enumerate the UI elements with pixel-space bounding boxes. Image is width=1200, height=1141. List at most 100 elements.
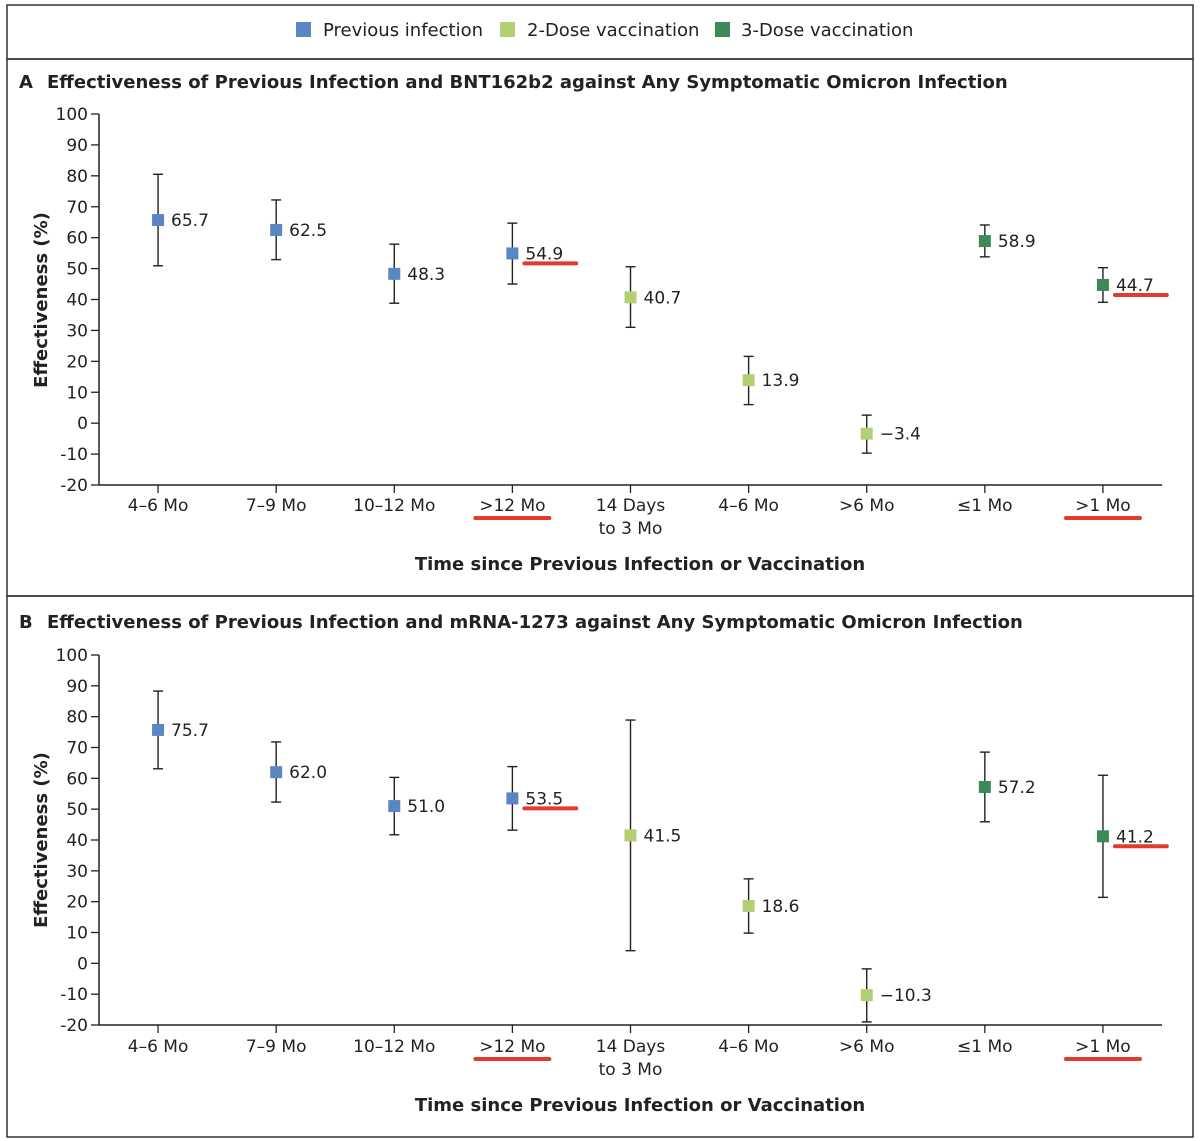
data-value-label: 58.9 (998, 232, 1036, 252)
x-tick-label: 10–12 Mo (353, 1037, 435, 1057)
data-point-marker (152, 723, 165, 736)
panel-b-y-title: Effectiveness (%) (31, 752, 52, 928)
data-value-label: 18.6 (762, 897, 800, 917)
x-tick-label: 4–6 Mo (128, 496, 189, 516)
legend-label-3-dose: 3-Dose vaccination (741, 20, 913, 41)
data-point-marker (1096, 830, 1109, 843)
legend: Previous infection 2-Dose vaccination 3-… (296, 20, 913, 41)
x-tick-label: >12 Mo (479, 1037, 545, 1057)
x-tick-label: 4–6 Mo (718, 1037, 779, 1057)
data-value-label: 54.9 (525, 244, 563, 264)
data-value-label: −10.3 (880, 986, 932, 1006)
y-tick-label: 30 (66, 321, 88, 341)
y-tick-label: 100 (56, 646, 88, 666)
y-tick-label: 70 (66, 198, 88, 218)
panel-b-x-title: Time since Previous Infection or Vaccina… (415, 1095, 865, 1116)
x-tick-label: ≤1 Mo (957, 1037, 1013, 1057)
x-tick-label: 4–6 Mo (718, 496, 779, 516)
data-value-label: 57.2 (998, 778, 1036, 798)
panel-b-letter: B (19, 612, 33, 633)
x-tick-label-line2: to 3 Mo (599, 519, 663, 539)
x-tick-label: >6 Mo (839, 496, 895, 516)
legend-swatch-previous-infection (296, 22, 311, 37)
y-tick-label: -20 (60, 1016, 88, 1036)
data-value-label: 51.0 (407, 797, 445, 817)
data-point-marker (152, 214, 165, 227)
y-tick-label: 80 (66, 167, 88, 187)
data-point-marker (742, 374, 755, 387)
data-value-label: 44.7 (1116, 276, 1154, 296)
legend-swatch-3-dose (715, 22, 730, 37)
data-value-label: 48.3 (407, 265, 445, 285)
legend-swatch-2-dose (500, 22, 515, 37)
x-tick-label: >1 Mo (1075, 496, 1131, 516)
y-tick-label: 90 (66, 677, 88, 697)
y-tick-label: 60 (66, 769, 88, 789)
x-tick-label-line2: to 3 Mo (599, 1060, 663, 1080)
x-tick-label: 7–9 Mo (246, 496, 307, 516)
y-tick-label: 80 (66, 708, 88, 728)
data-value-label: −3.4 (880, 425, 921, 445)
y-tick-label: 50 (66, 800, 88, 820)
y-tick-label: -20 (60, 476, 88, 496)
data-value-label: 75.7 (171, 721, 209, 741)
y-tick-label: 0 (77, 414, 88, 434)
data-point-marker (978, 235, 991, 248)
data-point-marker (506, 247, 519, 260)
x-tick-label: ≤1 Mo (957, 496, 1013, 516)
data-value-label: 65.7 (171, 211, 209, 231)
y-tick-label: 20 (66, 352, 88, 372)
panel-b-title: Effectiveness of Previous Infection and … (47, 612, 1023, 633)
data-point-marker (624, 291, 637, 304)
y-tick-label: 100 (56, 105, 88, 125)
legend-label-2-dose: 2-Dose vaccination (527, 20, 699, 41)
y-tick-label: 10 (66, 924, 88, 944)
y-tick-label: -10 (60, 985, 88, 1005)
y-tick-label: -10 (60, 445, 88, 465)
data-value-label: 62.5 (289, 221, 327, 241)
panel-a-y-title: Effectiveness (%) (31, 212, 52, 388)
x-tick-label: 4–6 Mo (128, 1037, 189, 1057)
data-value-label: 41.2 (1116, 827, 1154, 847)
y-tick-label: 60 (66, 229, 88, 249)
data-point-marker (270, 223, 283, 236)
data-value-label: 62.0 (289, 763, 327, 783)
data-point-marker (742, 899, 755, 912)
data-point-marker (860, 989, 873, 1002)
x-tick-label: 14 Days (596, 1037, 666, 1057)
data-value-label: 40.7 (644, 288, 682, 308)
panel-a-x-title: Time since Previous Infection or Vaccina… (415, 554, 865, 575)
data-point-marker (388, 267, 401, 280)
y-tick-label: 40 (66, 291, 88, 311)
x-tick-label: >12 Mo (479, 496, 545, 516)
y-tick-label: 70 (66, 739, 88, 759)
y-tick-label: 0 (77, 954, 88, 974)
panel-a-title: Effectiveness of Previous Infection and … (47, 72, 1008, 93)
data-point-marker (270, 766, 283, 779)
data-point-marker (1096, 278, 1109, 291)
x-tick-label: 14 Days (596, 496, 666, 516)
y-tick-label: 10 (66, 383, 88, 403)
data-point-marker (624, 829, 637, 842)
y-tick-label: 30 (66, 862, 88, 882)
data-value-label: 13.9 (762, 371, 800, 391)
data-point-marker (860, 427, 873, 440)
x-tick-label: 7–9 Mo (246, 1037, 307, 1057)
panel-a-letter: A (19, 72, 33, 93)
panel-b-box (6, 595, 1194, 1138)
data-value-label: 41.5 (644, 826, 682, 846)
x-tick-label: >6 Mo (839, 1037, 895, 1057)
data-value-label: 53.5 (525, 789, 563, 809)
y-tick-label: 50 (66, 260, 88, 280)
data-point-marker (978, 780, 991, 793)
data-point-marker (388, 800, 401, 813)
x-tick-label: >1 Mo (1075, 1037, 1131, 1057)
y-tick-label: 90 (66, 136, 88, 156)
x-tick-label: 10–12 Mo (353, 496, 435, 516)
data-point-marker (506, 792, 519, 805)
y-tick-label: 20 (66, 893, 88, 913)
